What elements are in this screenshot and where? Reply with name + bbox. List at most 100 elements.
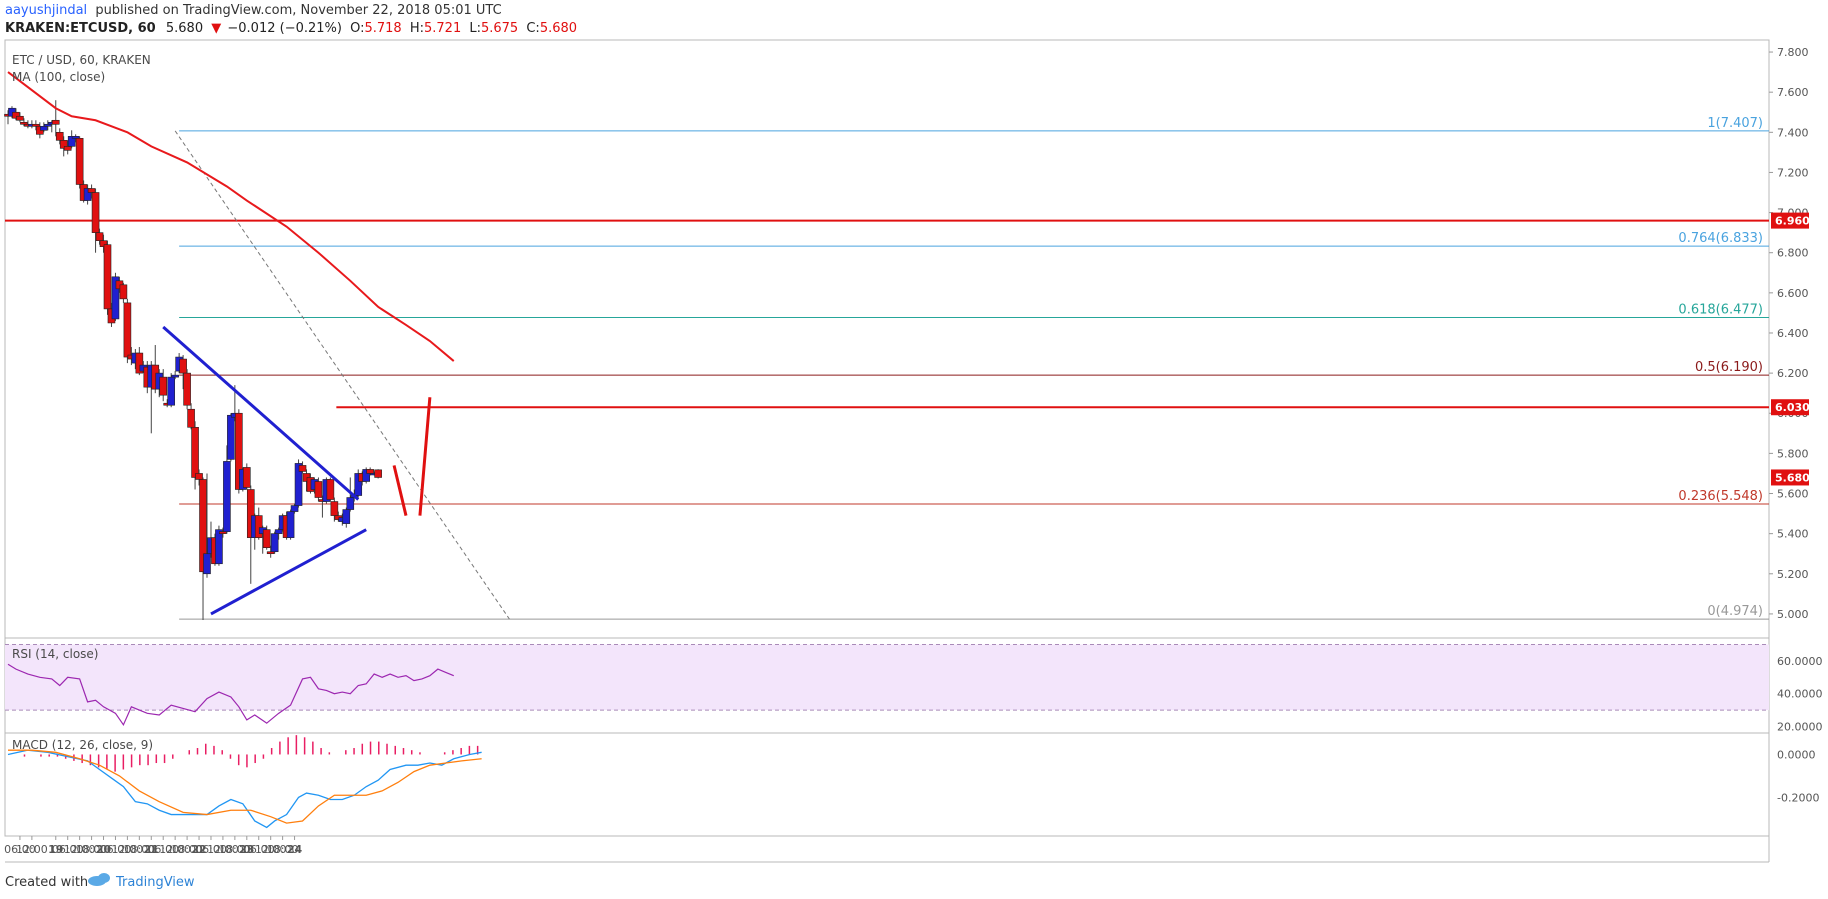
bullish-candle <box>43 123 52 127</box>
forecast-up-arrow <box>418 397 432 516</box>
signal-line <box>8 749 482 824</box>
bearish-candle <box>219 531 227 534</box>
rsi-tick-label: 40.0000 <box>1777 688 1823 701</box>
change-value: −0.012 (−0.21%) <box>227 21 342 36</box>
bearish-candle <box>262 529 271 548</box>
bearish-candle <box>326 479 335 500</box>
close-value: 5.680 <box>540 21 577 36</box>
tradingview-brand-link[interactable]: TradingView <box>115 875 195 890</box>
x-tick-label: 23 <box>239 843 254 856</box>
bullish-candle <box>270 533 279 553</box>
forecast-down-arrow <box>392 465 408 516</box>
bearish-candle <box>119 284 128 300</box>
pane-frames <box>4 39 1770 863</box>
y-tick-label: 7.400 <box>1777 126 1809 139</box>
bearish-candle <box>235 412 243 490</box>
bearish-candle <box>91 192 100 233</box>
bearish-candle <box>103 244 112 310</box>
x-tick-label: 20 <box>96 843 112 856</box>
macd-pane: 0.0000 -0.2000 <box>7 735 1819 829</box>
bullish-candle <box>290 505 299 512</box>
x-tick-label: 12:00 <box>16 843 48 856</box>
x-tick-label: 06:00 <box>195 843 227 856</box>
bearish-candle <box>32 123 40 127</box>
price-tag-label: 6.960 <box>1775 215 1810 228</box>
x-tick-label: 21 <box>144 843 159 856</box>
x-tick-label: 06:00 <box>243 843 275 856</box>
open-value: 5.718 <box>364 21 401 36</box>
fib-level-label: 1(7.407) <box>1707 116 1763 131</box>
x-tick-label: 12:00 <box>159 843 191 856</box>
ma-100-line <box>7 71 455 362</box>
bearish-candle <box>179 358 187 374</box>
triangle-trendline <box>210 528 367 616</box>
x-tick-label: 06:00 <box>100 843 132 856</box>
bullish-candle <box>294 463 303 506</box>
bearish-candle <box>374 469 382 478</box>
x-tick-label: 18:00 <box>76 843 108 856</box>
bearish-candle <box>63 146 72 151</box>
close-label: C: <box>526 21 539 36</box>
price-pane: 7.8007.6007.4007.2007.0006.8006.6006.400… <box>4 46 1810 621</box>
rsi-tick-label: 20.0000 <box>1777 720 1823 733</box>
bearish-candle <box>183 372 191 406</box>
macd-line <box>7 749 482 829</box>
down-triangle-icon: ▼ <box>211 21 221 36</box>
y-tick-label: 7.600 <box>1777 86 1809 99</box>
header-line-2: KRAKEN:ETCUSD, 60 5.680 ▼ −0.012 (−0.21%… <box>5 21 577 36</box>
price-tag-label: 5.680 <box>1775 471 1810 484</box>
price-pane-title: ETC / USD, 60, KRAKEN <box>12 53 151 67</box>
fib-level-label: 0(4.974) <box>1707 604 1763 619</box>
bullish-candle <box>71 136 80 139</box>
rsi-tick-label: 60.0000 <box>1777 655 1823 668</box>
bullish-candle <box>274 529 283 534</box>
macd-tick-label: -0.2000 <box>1777 791 1819 804</box>
bearish-candle <box>159 376 168 396</box>
fib-trend-dashed-line <box>174 130 510 620</box>
y-tick-label: 6.800 <box>1777 247 1809 260</box>
bullish-candle <box>167 376 175 406</box>
open-label: O: <box>350 21 364 36</box>
bearish-candle <box>20 121 28 125</box>
fib-level-label: 0.618(6.477) <box>1678 303 1763 318</box>
x-tick-label: 12:00 <box>112 843 144 856</box>
fib-level-label: 0.764(6.833) <box>1678 231 1763 246</box>
x-tick-label: 12:00 <box>255 843 287 856</box>
ma-indicator-label[interactable]: MA (100, close) <box>12 70 105 84</box>
symbol-line: KRAKEN:ETCUSD, 60 <box>5 21 156 36</box>
bearish-candle <box>254 515 263 538</box>
fib-level-label: 0.5(6.190) <box>1695 360 1763 375</box>
tradingview-cloud-icon <box>88 873 110 886</box>
bearish-candle <box>195 473 203 480</box>
bearish-candle <box>266 551 275 555</box>
macd-pane-title[interactable]: MACD (12, 26, close, 9) <box>12 738 153 752</box>
rsi-pane: 60.0000 40.0000 20.0000 <box>5 644 1823 733</box>
published-text: published on TradingView.com, November 2… <box>95 3 501 18</box>
rsi-pane-title[interactable]: RSI (14, close) <box>12 647 98 661</box>
x-tick-label: 19 <box>48 843 63 856</box>
y-tick-label: 5.000 <box>1777 608 1809 621</box>
bullish-candle <box>203 553 211 575</box>
bullish-candle <box>40 125 48 131</box>
x-tick-label: 06:00 <box>147 843 179 856</box>
bearish-candle <box>75 138 84 185</box>
y-tick-label: 5.800 <box>1777 447 1809 460</box>
x-tick-label: 18:00 <box>123 843 155 856</box>
low-value: 5.675 <box>481 21 518 36</box>
x-tick-label: 22 <box>191 843 206 856</box>
low-label: L: <box>469 21 481 36</box>
bullish-candle <box>215 529 223 565</box>
y-tick-label: 6.600 <box>1777 287 1809 300</box>
high-value: 5.721 <box>424 21 461 36</box>
bearish-candle <box>16 115 24 121</box>
x-tick-label: 24 <box>287 843 303 856</box>
x-tick-label: 06:00 <box>4 843 36 856</box>
bearish-candle <box>191 426 199 478</box>
bearish-candle <box>55 132 64 141</box>
header-line-1: aayushjindal published on TradingView.co… <box>5 3 502 18</box>
bearish-candle <box>95 232 104 241</box>
author-link[interactable]: aayushjindal <box>5 3 87 18</box>
last-price: 5.680 <box>166 21 203 36</box>
y-tick-label: 6.400 <box>1777 327 1809 340</box>
